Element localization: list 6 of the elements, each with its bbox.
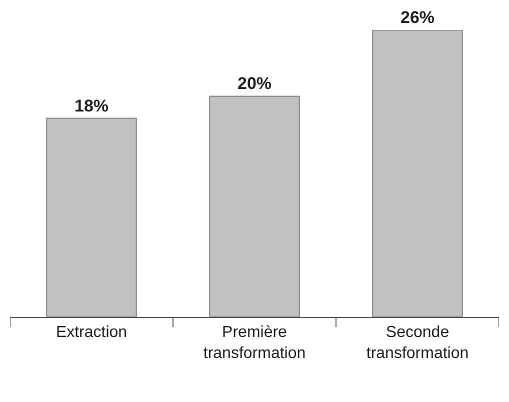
x-tick-label: Première transformation xyxy=(203,324,306,362)
x-tick-label: Extraction xyxy=(56,324,128,342)
data-label: 18% xyxy=(74,96,109,116)
data-label: 20% xyxy=(237,74,272,94)
data-label: 26% xyxy=(400,8,435,27)
x-tick-label: Seconde transformation xyxy=(366,324,469,362)
